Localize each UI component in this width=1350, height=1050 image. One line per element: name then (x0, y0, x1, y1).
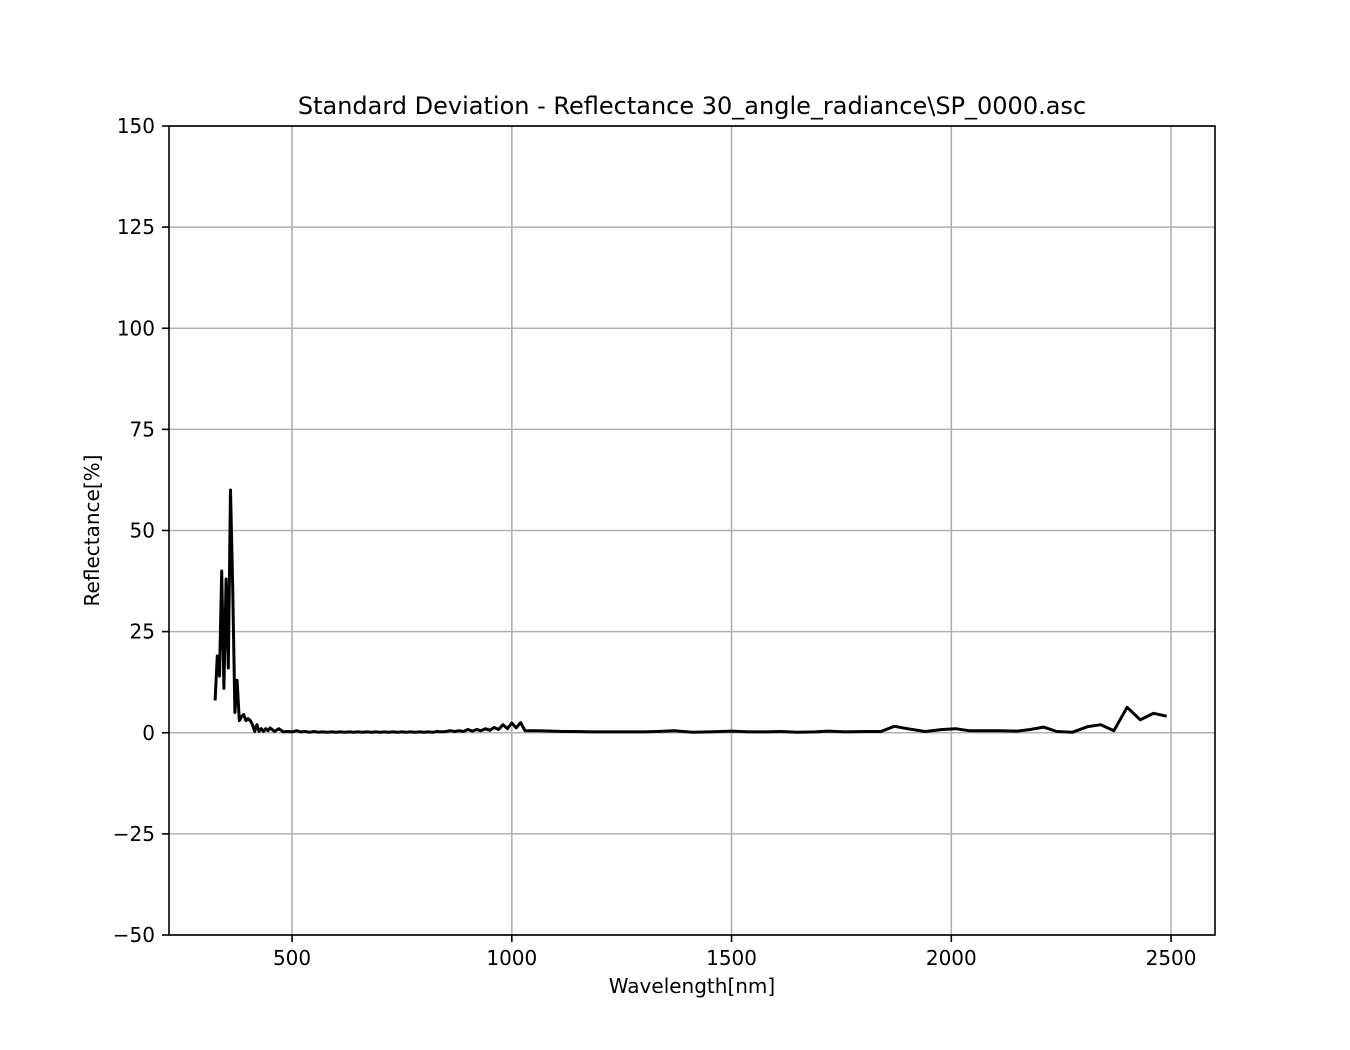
y-tick-label: 25 (130, 620, 155, 644)
chart-title: Standard Deviation - Reflectance 30_angl… (298, 92, 1086, 120)
y-tick-label: 150 (117, 114, 155, 138)
x-tick-label: 2500 (1146, 946, 1197, 970)
y-tick-label: 125 (117, 215, 155, 239)
x-axis-label: Wavelength[nm] (609, 974, 775, 998)
y-tick-label: 50 (130, 519, 155, 543)
x-tick-label: 500 (273, 946, 311, 970)
y-axis-label: Reflectance[%] (80, 455, 104, 607)
x-tick-label: 2000 (926, 946, 977, 970)
y-tick-label: 0 (142, 721, 155, 745)
series-layer (213, 488, 1168, 734)
series-line (213, 488, 1168, 734)
y-tick-label: 100 (117, 316, 155, 340)
y-tick-label: 75 (130, 417, 155, 441)
y-tick-label: −50 (113, 923, 155, 947)
x-tick-label: 1500 (706, 946, 757, 970)
ticks: 500 1000 1500 2000 2500 −50 −25 0 25 50 75 100 125 15… (113, 114, 1197, 970)
x-tick-label: 1000 (486, 946, 537, 970)
y-tick-label: −25 (113, 822, 155, 846)
